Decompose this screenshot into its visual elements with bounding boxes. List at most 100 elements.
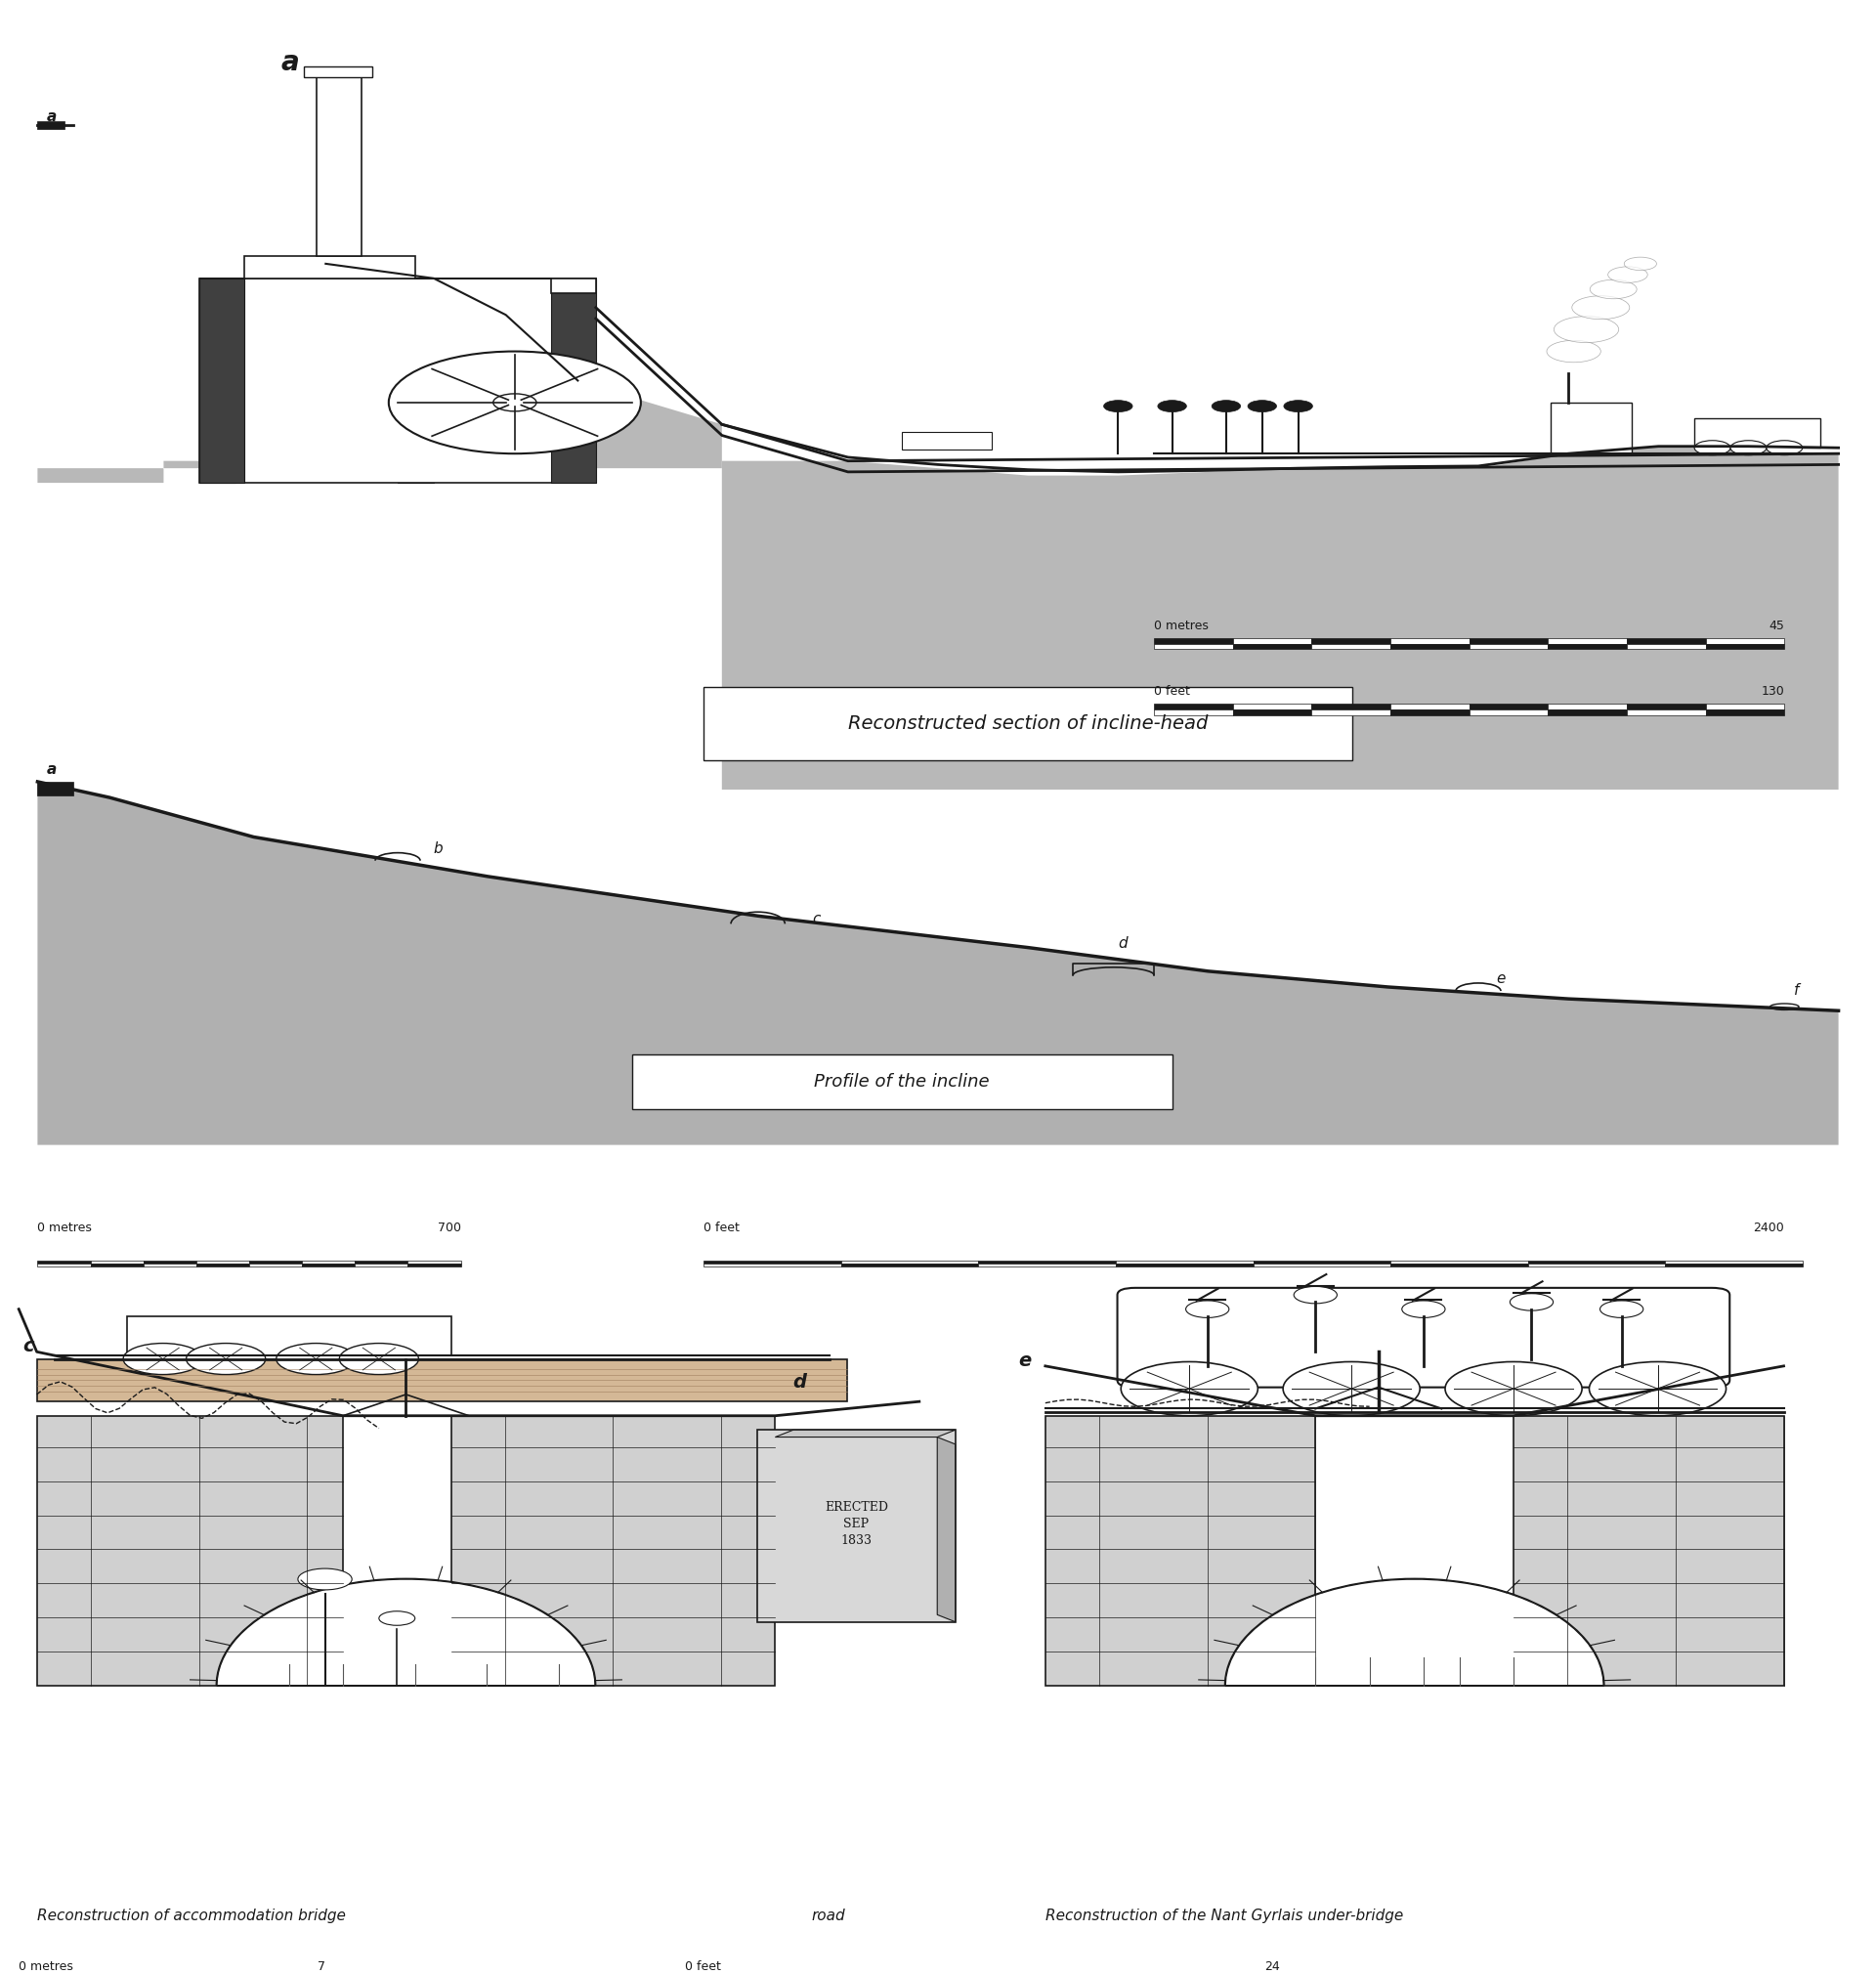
Bar	[199, 292, 236, 484]
FancyBboxPatch shape	[1154, 709, 1233, 715]
FancyBboxPatch shape	[1469, 644, 1548, 649]
FancyBboxPatch shape	[1116, 1259, 1253, 1263]
Circle shape	[1546, 340, 1600, 363]
FancyBboxPatch shape	[1154, 703, 1233, 709]
Text: Profile of the incline: Profile of the incline	[814, 1074, 991, 1090]
FancyBboxPatch shape	[1469, 703, 1548, 709]
Text: 0 feet: 0 feet	[1154, 685, 1189, 697]
FancyBboxPatch shape	[1469, 709, 1548, 715]
FancyBboxPatch shape	[1233, 703, 1311, 709]
Text: b: b	[433, 841, 443, 855]
Polygon shape	[1225, 1579, 1604, 1686]
FancyBboxPatch shape	[1626, 644, 1705, 649]
FancyBboxPatch shape	[704, 1259, 840, 1263]
FancyBboxPatch shape	[1311, 638, 1390, 644]
FancyBboxPatch shape	[143, 1259, 197, 1263]
Text: a: a	[47, 762, 56, 776]
Text: c: c	[812, 912, 820, 926]
Bar	[199, 278, 244, 484]
FancyBboxPatch shape	[1390, 638, 1469, 644]
FancyBboxPatch shape	[143, 1263, 197, 1267]
Polygon shape	[38, 782, 1838, 1145]
FancyBboxPatch shape	[1527, 1263, 1666, 1267]
Text: 130: 130	[1762, 685, 1784, 697]
FancyBboxPatch shape	[302, 1259, 355, 1263]
Bar	[128, 1317, 450, 1356]
Circle shape	[1730, 440, 1767, 456]
Bar	[199, 278, 597, 484]
FancyBboxPatch shape	[1705, 709, 1784, 715]
FancyBboxPatch shape	[1233, 644, 1311, 649]
Bar	[1045, 1415, 1315, 1686]
FancyBboxPatch shape	[1666, 1263, 1803, 1267]
Polygon shape	[38, 300, 722, 484]
Bar	[38, 782, 73, 796]
Polygon shape	[199, 257, 597, 292]
FancyBboxPatch shape	[1253, 1263, 1390, 1267]
FancyBboxPatch shape	[1626, 703, 1705, 709]
FancyBboxPatch shape	[38, 1259, 90, 1263]
Circle shape	[1212, 401, 1240, 413]
Text: 700: 700	[437, 1222, 461, 1234]
Circle shape	[1510, 1293, 1553, 1311]
Circle shape	[1771, 1003, 1799, 1011]
FancyBboxPatch shape	[1390, 1259, 1527, 1263]
Bar	[1550, 403, 1632, 454]
Circle shape	[1600, 1301, 1643, 1319]
Text: a: a	[47, 111, 56, 124]
Polygon shape	[775, 1429, 955, 1437]
Circle shape	[379, 1611, 415, 1625]
Circle shape	[1186, 1301, 1229, 1319]
FancyBboxPatch shape	[197, 1259, 250, 1263]
Circle shape	[1591, 280, 1636, 298]
Circle shape	[124, 1342, 203, 1374]
FancyBboxPatch shape	[250, 1259, 302, 1263]
Text: Reconstruction of accommodation bridge: Reconstruction of accommodation bridge	[38, 1909, 345, 1923]
Text: a: a	[281, 49, 298, 77]
FancyBboxPatch shape	[1626, 709, 1705, 715]
Text: e: e	[1497, 971, 1505, 985]
FancyBboxPatch shape	[197, 1263, 250, 1267]
Circle shape	[1572, 296, 1630, 320]
Bar	[450, 1415, 775, 1686]
FancyBboxPatch shape	[1390, 703, 1469, 709]
Circle shape	[1625, 257, 1657, 270]
Text: 45: 45	[1769, 620, 1784, 632]
Text: Reconstructed section of incline-head: Reconstructed section of incline-head	[848, 715, 1208, 732]
FancyBboxPatch shape	[1390, 644, 1469, 649]
FancyBboxPatch shape	[407, 1259, 461, 1263]
FancyBboxPatch shape	[1154, 638, 1233, 644]
Bar	[552, 278, 597, 484]
FancyBboxPatch shape	[632, 1054, 1172, 1109]
Circle shape	[1589, 1362, 1726, 1415]
Text: ERECTED
SEP
1833: ERECTED SEP 1833	[824, 1500, 887, 1548]
FancyBboxPatch shape	[704, 687, 1353, 760]
FancyBboxPatch shape	[1311, 709, 1390, 715]
Text: 0 metres: 0 metres	[38, 1222, 92, 1234]
Circle shape	[276, 1342, 356, 1374]
Bar	[1694, 418, 1820, 448]
Bar	[304, 67, 373, 77]
Text: e: e	[1019, 1352, 1032, 1370]
Text: 0 feet: 0 feet	[704, 1222, 739, 1234]
Circle shape	[493, 393, 537, 411]
Circle shape	[186, 1342, 266, 1374]
Text: d: d	[794, 1372, 807, 1392]
Bar	[38, 120, 64, 128]
Bar	[1514, 1415, 1784, 1686]
FancyBboxPatch shape	[1666, 1259, 1803, 1263]
Text: 0 metres: 0 metres	[19, 1960, 73, 1972]
Text: 2400: 2400	[1754, 1222, 1784, 1234]
FancyBboxPatch shape	[840, 1259, 979, 1263]
FancyBboxPatch shape	[1548, 703, 1626, 709]
Circle shape	[1608, 266, 1647, 282]
FancyBboxPatch shape	[704, 1263, 840, 1267]
FancyBboxPatch shape	[38, 1358, 848, 1402]
Polygon shape	[722, 446, 1838, 790]
Circle shape	[1767, 440, 1803, 456]
FancyBboxPatch shape	[1705, 638, 1784, 644]
FancyBboxPatch shape	[407, 1263, 461, 1267]
Circle shape	[1553, 316, 1619, 343]
FancyBboxPatch shape	[302, 1263, 355, 1267]
Circle shape	[1122, 1362, 1257, 1415]
